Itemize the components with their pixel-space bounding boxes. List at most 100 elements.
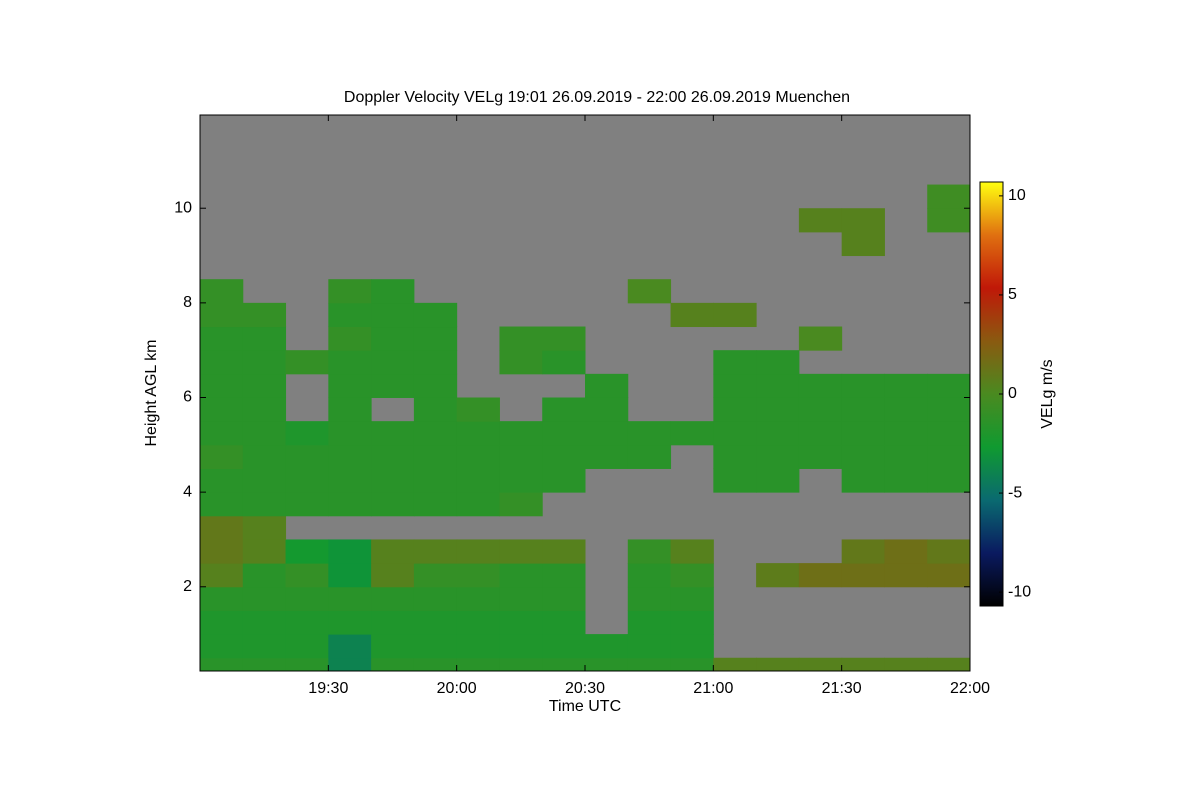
heatmap-cell — [499, 657, 543, 671]
heatmap-cell — [542, 397, 586, 422]
heatmap-cell — [200, 515, 244, 540]
heatmap-cell — [884, 373, 928, 398]
chart-title: Doppler Velocity VELg 19:01 26.09.2019 -… — [344, 89, 850, 106]
heatmap-cell — [371, 563, 415, 588]
heatmap-cell — [456, 634, 500, 659]
heatmap-cell — [841, 657, 885, 671]
heatmap-cell — [242, 563, 287, 588]
heatmap-cell — [328, 397, 372, 422]
y-axis-label: Height AGL km — [143, 339, 160, 446]
heatmap-cell — [841, 397, 885, 422]
heatmap-cell — [413, 586, 458, 611]
x-tick-label: 20:30 — [565, 680, 605, 697]
heatmap-cell — [328, 373, 372, 398]
heatmap-cell — [585, 421, 629, 446]
heatmap-cell — [328, 421, 372, 446]
heatmap-cell — [456, 444, 500, 469]
heatmap-cell — [542, 421, 586, 446]
heatmap-cell — [670, 586, 714, 611]
heatmap-cell — [756, 350, 800, 375]
heatmap-cell — [927, 421, 970, 446]
heatmap-cell — [328, 492, 372, 517]
heatmap-cell — [884, 468, 928, 493]
heatmap-cell — [670, 634, 714, 659]
heatmap-cell — [927, 444, 970, 469]
heatmap-cell — [200, 634, 244, 659]
heatmap-cell — [756, 468, 800, 493]
colorbar-tick-label: 10 — [1008, 187, 1026, 204]
heatmap-cell — [328, 563, 372, 588]
heatmap-cell — [242, 610, 287, 635]
heatmap-cell — [285, 657, 329, 671]
heatmap-cell — [927, 657, 970, 671]
heatmap-cell — [371, 302, 415, 328]
heatmap-cell — [242, 326, 287, 351]
heatmap-cell — [499, 586, 543, 611]
heatmap-cell — [413, 563, 458, 588]
heatmap-cell — [499, 326, 543, 351]
heatmap-cell — [756, 397, 800, 422]
heatmap-cell — [499, 350, 543, 375]
heatmap-cells — [200, 184, 970, 671]
heatmap-cell — [371, 468, 415, 493]
heatmap-cell — [413, 610, 458, 635]
heatmap-cell — [841, 208, 885, 233]
heatmap-cell — [798, 208, 843, 233]
heatmap-cell — [285, 350, 329, 375]
x-tick-label: 21:30 — [822, 680, 862, 697]
heatmap-cell — [499, 421, 543, 446]
heatmap-cell — [200, 468, 244, 493]
heatmap-cell — [499, 468, 543, 493]
heatmap-cell — [841, 231, 885, 257]
heatmap-cell — [371, 586, 415, 611]
heatmap-cell — [499, 492, 543, 517]
heatmap-cell — [242, 657, 287, 671]
heatmap-cell — [841, 563, 885, 588]
heatmap-cell — [285, 492, 329, 517]
heatmap-cell — [585, 657, 629, 671]
heatmap-cell — [200, 444, 244, 469]
heatmap-cell — [884, 539, 928, 564]
heatmap-cell — [200, 563, 244, 588]
heatmap-cell — [200, 397, 244, 422]
heatmap-cell — [371, 634, 415, 659]
x-tick-label: 21:00 — [693, 680, 733, 697]
heatmap-cell — [413, 657, 458, 671]
heatmap-cell — [499, 539, 543, 564]
y-tick-label: 2 — [183, 578, 192, 595]
heatmap-cell — [627, 563, 672, 588]
heatmap-cell — [627, 539, 672, 564]
heatmap-cell — [328, 657, 372, 671]
heatmap-cell — [285, 444, 329, 469]
heatmap-cell — [328, 444, 372, 469]
heatmap-cell — [627, 586, 672, 611]
heatmap-cell — [670, 563, 714, 588]
heatmap-cell — [798, 373, 843, 398]
heatmap-cell — [200, 657, 244, 671]
heatmap-cell — [200, 373, 244, 398]
heatmap-cell — [627, 279, 672, 304]
heatmap-cell — [413, 350, 458, 375]
heatmap-cell — [328, 302, 372, 328]
heatmap-cell — [927, 563, 970, 588]
heatmap-cell — [927, 539, 970, 564]
heatmap-cell — [456, 492, 500, 517]
heatmap-cell — [542, 610, 586, 635]
heatmap-cell — [242, 515, 287, 540]
heatmap-cell — [242, 539, 287, 564]
heatmap-cell — [798, 563, 843, 588]
y-tick-label: 4 — [183, 483, 192, 500]
heatmap-cell — [328, 586, 372, 611]
y-tick-label: 8 — [183, 294, 192, 311]
heatmap-cell — [242, 492, 287, 517]
heatmap-cell — [670, 302, 714, 328]
x-tick-label: 20:00 — [437, 680, 477, 697]
heatmap-cell — [371, 610, 415, 635]
heatmap-cell — [542, 326, 586, 351]
colorbar-label: VELg m/s — [1039, 359, 1056, 428]
heatmap-cell — [542, 563, 586, 588]
heatmap-cell — [200, 350, 244, 375]
heatmap-cell — [371, 421, 415, 446]
heatmap-cell — [927, 184, 970, 209]
